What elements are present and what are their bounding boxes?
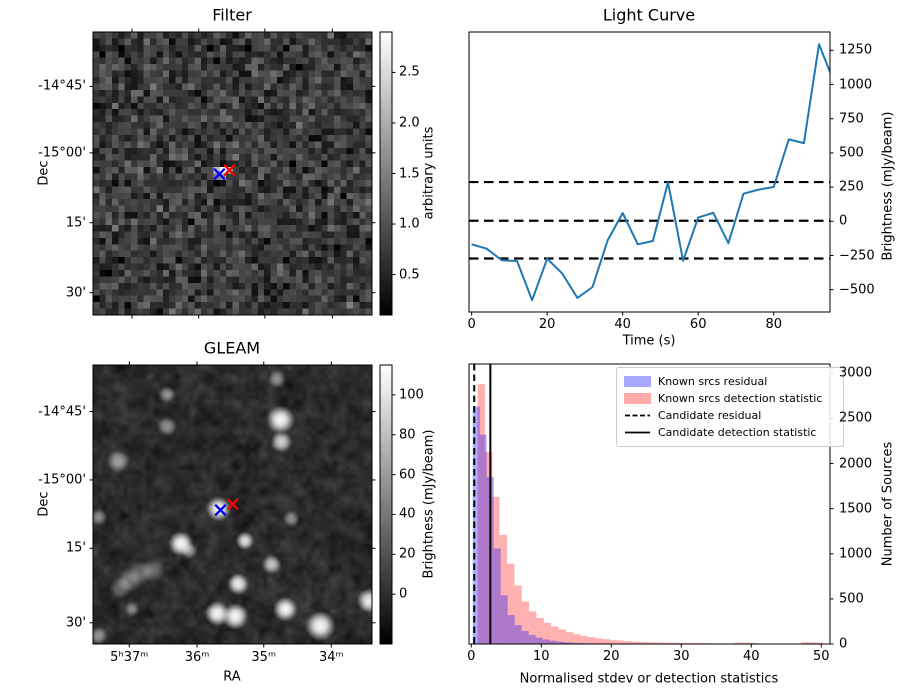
histogram-legend: Known srcs residual Known srcs detection … <box>616 367 844 447</box>
ra-axis-label: RA <box>223 669 241 685</box>
gleam-image-panel <box>93 365 372 644</box>
filter-colorbar <box>380 32 392 315</box>
histogram-ytick-label: 500 <box>839 591 864 607</box>
light-curve-line <box>471 43 830 302</box>
brightness-axis-label: Brightness (mJy/beam) <box>880 111 896 261</box>
gleam-xtick-label: 35ᵐ <box>251 650 277 665</box>
gleam-colorbar-tick-label: 100 <box>399 387 424 403</box>
light-curve-xtick-label: 80 <box>765 317 783 332</box>
filter-title: Filter <box>212 5 252 25</box>
gleam-ytick-label: -14°45' <box>38 404 86 420</box>
histogram-ytick-label: 1000 <box>839 546 873 562</box>
gleam-colorbar-tick-label: 0 <box>399 586 408 602</box>
hist-series-known-srcs-residual <box>472 406 599 644</box>
legend-swatch-blue-patch <box>624 376 651 387</box>
sources-axis-label: Number of Sources <box>880 441 896 567</box>
legend-label: Known srcs detection statistic <box>658 392 823 405</box>
light-curve-ytick-label: 500 <box>839 145 864 161</box>
legend-row: Candidate detection statistic <box>624 425 836 440</box>
gleam-colorbar-tick-label: 40 <box>399 506 416 522</box>
gleam-ytick-label: -15°00' <box>38 472 86 488</box>
filter-colorbar-tick-label: 2.5 <box>399 64 420 80</box>
gleam-colorbar-tick-label: 60 <box>399 467 416 483</box>
filter-noise-canvas <box>93 32 372 315</box>
light-curve-ytick-label: 1000 <box>839 77 873 93</box>
filter-ytick-label: 30' <box>65 285 86 301</box>
gleam-colorbar <box>380 365 392 644</box>
light-curve-title: Light Curve <box>602 5 696 25</box>
gleam-colorbar-tick-label: 20 <box>399 546 416 562</box>
histogram-xtick-label: 0 <box>467 649 476 664</box>
legend-swatch-pink-patch <box>624 393 651 404</box>
histogram-ytick-label: 2500 <box>839 410 873 426</box>
light-curve-xtick-label: 40 <box>614 317 631 332</box>
time-axis-label: Time (s) <box>622 333 676 349</box>
histogram-xtick-label: 20 <box>603 649 620 664</box>
legend-row: Candidate residual <box>624 408 836 423</box>
gleam-sky-canvas <box>93 365 372 644</box>
histogram-xtick-label: 10 <box>533 649 550 664</box>
gleam-colorbar-tick-label: 80 <box>399 427 416 443</box>
legend-swatch-solid-line <box>625 431 650 434</box>
histogram-xtick-label: 50 <box>812 649 830 664</box>
gleam-dec-axis-label: Dec <box>36 491 52 517</box>
light-curve-ytick-label: 1250 <box>839 42 873 58</box>
legend-row: Known srcs detection statistic <box>624 391 836 406</box>
histogram-xtick-label: 40 <box>742 649 760 664</box>
light-curve-ytick-label: 0 <box>839 213 848 229</box>
legend-label: Known srcs residual <box>658 375 768 388</box>
gleam-xtick-label: 5ʰ37ᵐ <box>110 650 149 665</box>
gleam-ytick-label: 30' <box>65 615 86 631</box>
filter-image-panel <box>93 32 372 315</box>
legend-label: Candidate detection statistic <box>658 426 817 439</box>
filter-ytick-label: -14°45' <box>38 78 86 94</box>
legend-row: Known srcs residual <box>624 374 836 389</box>
gleam-xtick-label: 34ᵐ <box>318 650 344 665</box>
light-curve-ytick-label: 250 <box>839 179 864 195</box>
light-curve-ytick-label: −250 <box>839 248 875 263</box>
legend-swatch-dashed-line <box>625 414 650 417</box>
histogram-ytick-label: 0 <box>839 636 848 652</box>
filter-ytick-label: -15°00' <box>38 145 86 161</box>
stdev-axis-label: Normalised stdev or detection statistics <box>519 671 779 687</box>
gleam-ytick-label: 15' <box>65 540 86 556</box>
light-curve-ytick-label: −500 <box>839 282 875 298</box>
light-curve-xtick-label: 20 <box>538 317 556 332</box>
histogram-ytick-label: 1500 <box>839 501 873 517</box>
light-curve-ytick-label: 750 <box>839 111 864 127</box>
filter-colorbar-tick-label: 1.0 <box>399 216 420 232</box>
light-curve-xtick-label: 60 <box>689 317 707 332</box>
filter-colorbar-label: arbitrary units <box>421 126 437 220</box>
filter-dec-axis-label: Dec <box>36 160 52 186</box>
histogram-ytick-label: 3000 <box>839 365 873 381</box>
gleam-colorbar-label: Brightness (mJy/beam) <box>421 429 437 579</box>
filter-colorbar-tick-label: 0.5 <box>399 267 420 283</box>
gleam-xtick-label: 36ᵐ <box>184 650 210 665</box>
filter-colorbar-tick-label: 2.0 <box>399 115 420 131</box>
histogram-ytick-label: 2000 <box>839 456 873 472</box>
gleam-title: GLEAM <box>203 338 261 358</box>
filter-ytick-label: 15' <box>65 215 86 231</box>
legend-label: Candidate residual <box>658 409 762 422</box>
histogram-xtick-label: 30 <box>672 649 690 664</box>
filter-colorbar-tick-label: 1.5 <box>399 166 420 181</box>
light-curve-xtick-label: 0 <box>467 317 476 332</box>
